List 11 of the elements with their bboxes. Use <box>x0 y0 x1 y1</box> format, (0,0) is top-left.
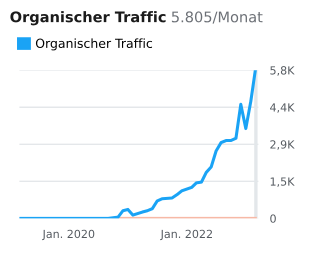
y-tick-label: 4,4K <box>270 103 295 113</box>
x-tick-label: Jan. 2020 <box>42 230 94 240</box>
line-series <box>19 70 257 218</box>
chart-title: Organischer Traffic <box>10 11 166 26</box>
y-tick-label: 5,8K <box>270 66 295 76</box>
y-tick-label: 0 <box>270 214 276 223</box>
y-tick-label: 1,5K <box>270 177 295 187</box>
y-tick-label: 2,9K <box>270 140 295 150</box>
legend-label: Organischer Traffic <box>36 38 152 50</box>
x-tick-label: Jan. 2022 <box>160 230 212 240</box>
chart-subtitle: 5.805/Monat <box>172 11 263 24</box>
